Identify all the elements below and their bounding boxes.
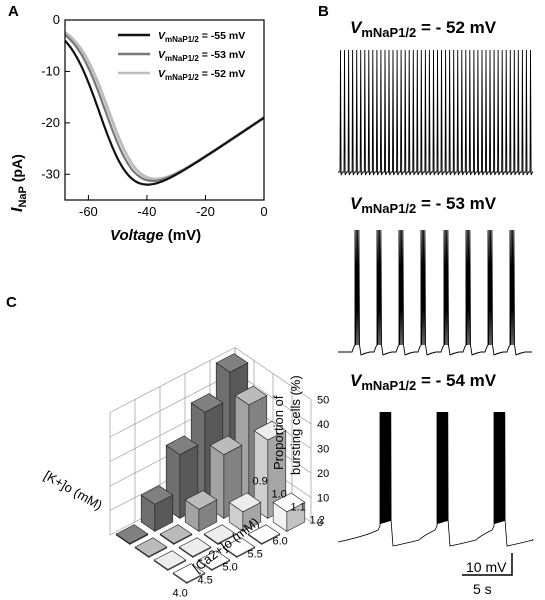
panel-c-ca-tick-label: 0.9 <box>253 476 268 488</box>
panel-c-bar <box>222 537 256 558</box>
panel-a-series-line <box>64 39 265 186</box>
panel-c-ztick-label: 10 <box>317 493 329 505</box>
panel-a-ytick-label: -20 <box>41 115 60 130</box>
panel-a-chart: -60 -40 -20 0 0 -10 -20 -30 INaP (pA) Voltage (… <box>9 12 268 244</box>
panel-a-legend-label: VmNaP1/2 = -53 mV <box>158 49 245 63</box>
panel-c-bar <box>247 524 281 545</box>
panel-c-letter: C <box>6 294 17 311</box>
panel-c-ca-tick-label: 1.0 <box>272 489 287 501</box>
panel-c-zlabel-line2: bursting cells (%) <box>288 375 303 475</box>
panel-b-letter: B <box>318 3 329 20</box>
panel-a-frame <box>64 19 265 201</box>
panel-c-ztick-label: 0 <box>317 517 323 529</box>
trace-2-title: VmNaP1/2 = - 53 mV <box>350 194 497 216</box>
trace-1-title: VmNaP1/2 = - 52 mV <box>350 18 497 40</box>
panel-a-curves <box>64 31 265 186</box>
panel-a-ytick-label: -30 <box>41 166 60 181</box>
panel-c-bar <box>134 537 168 558</box>
panel-c-ca-tick-label: 1.2 <box>310 515 325 527</box>
panel-c-bar <box>153 550 187 571</box>
panel-c-k-tick-label: 6.0 <box>273 536 288 548</box>
trace-3-bursting <box>337 411 534 547</box>
panel-a-xtick-label: -40 <box>138 204 157 219</box>
panel-c-bar <box>159 524 193 545</box>
panel-c-ztick-label: 20 <box>317 468 329 480</box>
panel-a-legend-label: VmNaP1/2 = -52 mV <box>158 68 245 82</box>
panel-c-zlabel-line1: Proportion of <box>271 395 286 470</box>
panel-c-k-tick-label: 5.0 <box>223 562 238 574</box>
scale-bar-voltage: 10 mV <box>466 559 507 575</box>
panel-c-bar <box>115 524 149 545</box>
trace-3-title: VmNaP1/2 = - 54 mV <box>350 371 497 393</box>
scale-bar <box>462 553 513 576</box>
panel-c-k-tick-label: 5.5 <box>248 549 263 561</box>
panel-a-xtick-label: -20 <box>196 204 215 219</box>
scale-bar-time: 5 s <box>473 581 492 597</box>
trace-2-bursting <box>338 229 532 356</box>
panel-a-xlabel: Voltage (mV) <box>110 227 201 244</box>
panel-c-bar <box>184 490 218 532</box>
panel-c-bar <box>253 420 287 519</box>
panel-a-ytick-label: 0 <box>53 12 60 27</box>
panel-c-bar <box>228 492 262 532</box>
panel-a-ticks: -60 -40 -20 0 0 -10 -20 -30 <box>41 12 267 219</box>
panel-c-bar <box>140 485 174 532</box>
panel-c-bar <box>172 563 206 584</box>
panel-c-bars <box>115 353 306 584</box>
panel-c-ztick-label: 30 <box>317 444 329 456</box>
panel-a-legend: VmNaP1/2 = -55 mV VmNaP1/2 = -53 mV VmNaP1… <box>118 30 245 82</box>
panel-c-k-tick-label: 4.0 <box>173 588 188 600</box>
panel-c-ztick-label: 40 <box>317 419 329 431</box>
panel-c-ztick-label: 50 <box>317 395 329 407</box>
panel-a-legend-label: VmNaP1/2 = -55 mV <box>158 30 245 44</box>
panel-a-letter: A <box>8 3 19 20</box>
panel-a-ylabel: INaP (pA) <box>9 154 29 212</box>
panel-c-ylabel: [K+]o (mM) <box>42 468 105 513</box>
panel-c-bar <box>197 550 231 571</box>
panel-a-xtick-label: 0 <box>260 204 267 219</box>
panel-a-ytick-label: -10 <box>41 63 60 78</box>
panel-c-k-tick-label: 4.5 <box>198 575 213 587</box>
trace-1-tonic <box>338 49 534 176</box>
panel-c-bar <box>203 524 237 545</box>
panel-c-bar <box>272 492 306 532</box>
panel-c-labels: 6.0 5.5 5.0 4.5 4.0 0.9 1.0 1.1 1.2 <box>173 476 325 600</box>
panel-c-bar <box>178 537 212 558</box>
panel-c-ca-tick-label: 1.1 <box>291 502 306 514</box>
panel-a-xtick-label: -60 <box>79 204 98 219</box>
panel-b-traces: VmNaP1/2 = - 52 mV VmNaP1/2 = - 53 mV Vm… <box>337 18 534 597</box>
